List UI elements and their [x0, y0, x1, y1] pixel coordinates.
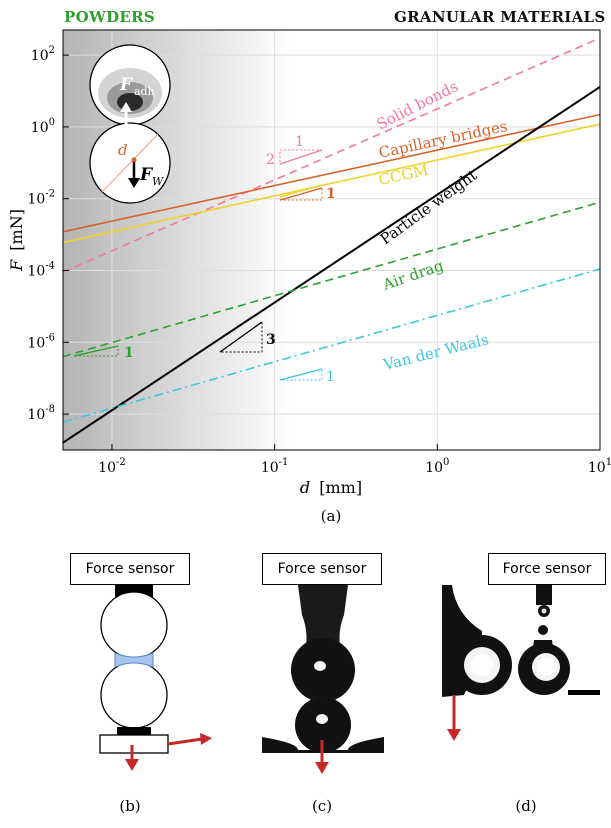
- header-granular-materials: GRANULAR MATERIALS: [394, 8, 606, 26]
- slope-triangle-capillary: 1: [279, 184, 336, 202]
- force-chart: 10-2 10-1 100 101 10-8 10-6 10-4 10-2 100 102 Sol…: [7, 29, 611, 497]
- plot-frame: [62, 29, 601, 451]
- series-line-particle-weight: [63, 86, 600, 444]
- y-tick-label: 10-4: [27, 260, 55, 279]
- series-line-van-der-waals: [63, 268, 600, 423]
- inset-f-adh-sub: adh: [134, 85, 155, 98]
- tick-group: 10-2 10-1 100 101 10-8 10-6 10-4 10-2 100 102: [27, 45, 611, 476]
- y-axis-label: F [mN]: [7, 209, 26, 272]
- y-tick-label: 102: [31, 45, 55, 64]
- panel-d-force-sensor: Force sensor: [488, 553, 606, 585]
- series-line-capillary-bridges: [63, 113, 600, 233]
- x-axis-label: d [mm]: [300, 478, 362, 497]
- y-tick-label: 100: [31, 117, 55, 136]
- slope-triangle-air-drag: 1: [73, 345, 134, 361]
- x-tick-label: 10-2: [98, 457, 126, 476]
- label-air-drag: Air drag: [379, 256, 446, 294]
- panel-b-schematic: [99, 585, 212, 757]
- header-powders: POWDERS: [64, 8, 156, 26]
- series-line-solid-bonds: [63, 37, 600, 273]
- x-tick-label: 101: [588, 457, 611, 476]
- slope-label-1-pink: 1: [295, 134, 304, 150]
- y-axis-var: F: [7, 259, 26, 272]
- panel-b-force-sensor: Force sensor: [70, 553, 190, 585]
- label-van-der-waals: Van der Waals: [381, 330, 491, 374]
- svg-text:d [mm]: d [mm]: [300, 478, 362, 497]
- label-solid-bonds: Solid bonds: [374, 77, 461, 133]
- panel-a-caption: (a): [320, 507, 342, 525]
- panel-d-caption: (d): [515, 797, 537, 815]
- panel-d-photo: [442, 585, 600, 741]
- x-tick-label: 10-1: [261, 457, 289, 476]
- series-line-air-drag: [63, 201, 600, 358]
- series-line-ccgm: [63, 123, 600, 244]
- panel-c-photo: [262, 585, 384, 753]
- y-tick-label: 10-8: [27, 404, 55, 423]
- slope-triangle-weight: 3: [218, 321, 276, 353]
- panel-c-force-sensor: Force sensor: [262, 553, 382, 585]
- y-tick-label: 10-2: [27, 189, 55, 208]
- slope-label-3: 3: [266, 332, 276, 348]
- x-tick-label: 100: [425, 457, 449, 476]
- svg-text:F [mN]: F [mN]: [7, 209, 26, 272]
- inset-f-adh: F: [119, 75, 134, 95]
- y-axis-unit: [mN]: [7, 209, 26, 251]
- panel-c-down-arrow: [315, 740, 329, 774]
- panel-b-caption: (b): [119, 797, 141, 815]
- y-tick-label: 10-6: [27, 332, 55, 351]
- panel-b-down-arrow: [125, 745, 139, 771]
- x-axis-unit: [mm]: [319, 478, 362, 497]
- slope-label-1-green: 1: [124, 345, 134, 361]
- slope-triangle-vdw: 1: [279, 368, 335, 385]
- slope-label-1-orange: 1: [326, 186, 336, 202]
- inset-f-w-sub: W: [152, 175, 165, 188]
- slope-triangle-solid-bonds: 1 2: [266, 134, 323, 168]
- x-axis-var: d: [300, 478, 310, 497]
- slope-label-2-pink: 2: [266, 152, 275, 168]
- slope-label-1-cyan: 1: [326, 369, 335, 385]
- inset-f-w: F: [139, 165, 154, 185]
- panel-c-caption: (c): [311, 797, 333, 815]
- label-ccgm: CCGM: [377, 161, 430, 189]
- inset-particles-diagram: F adh d F W: [89, 44, 171, 204]
- inset-diameter: d: [118, 141, 128, 159]
- series-group: [63, 37, 600, 444]
